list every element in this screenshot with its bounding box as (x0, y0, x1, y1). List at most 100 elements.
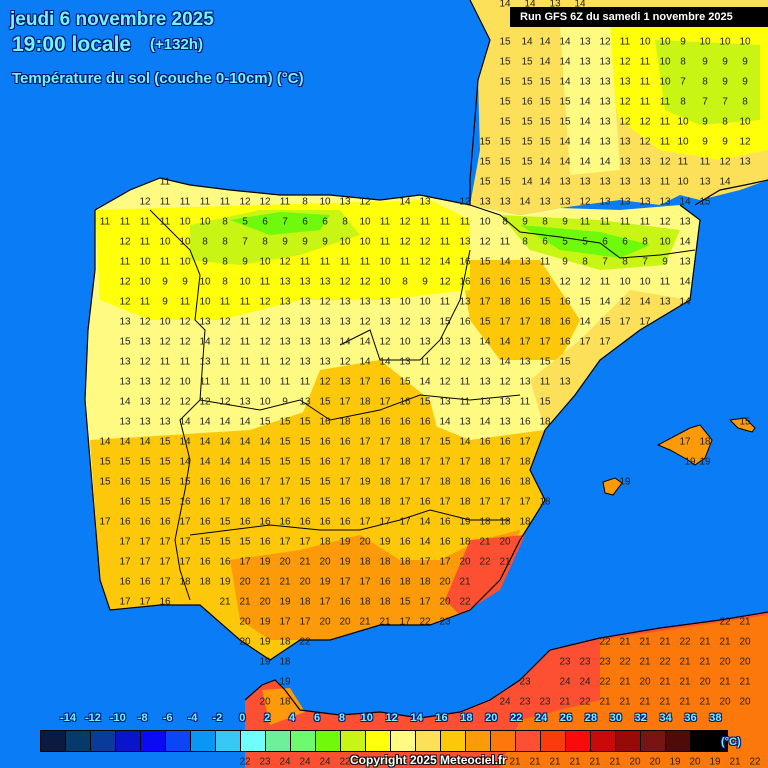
grid-value: 13 (459, 336, 471, 348)
grid-value: 11 (379, 216, 391, 228)
grid-value: 11 (179, 196, 191, 208)
grid-value: 13 (659, 296, 671, 308)
legend-tick-label: 34 (659, 712, 672, 724)
grid-value: 10 (677, 116, 689, 128)
grid-value: 15 (139, 496, 151, 508)
grid-value: 12 (359, 316, 371, 328)
grid-value: 12 (219, 336, 231, 348)
legend-swatch (391, 731, 416, 751)
grid-value: 10 (339, 236, 351, 248)
grid-value: 12 (419, 236, 431, 248)
grid-value: 15 (499, 116, 511, 128)
grid-value: 11 (379, 236, 391, 248)
grid-value: 14 (239, 456, 251, 468)
grid-value: 17 (99, 516, 111, 528)
grid-value: 13 (299, 296, 311, 308)
grid-value: 17 (439, 456, 451, 468)
grid-value: 12 (619, 296, 631, 308)
grid-value: 18 (359, 596, 371, 608)
legend-swatch (641, 731, 666, 751)
grid-value: 16 (299, 516, 311, 528)
grid-value: 18 (459, 476, 471, 488)
grid-value: 15 (559, 116, 571, 128)
grid-value: 10 (379, 256, 391, 268)
grid-value: 15 (299, 476, 311, 488)
grid-value: 11 (139, 216, 151, 228)
grid-value: 10 (699, 36, 711, 48)
grid-value: 17 (139, 536, 151, 548)
grid-value: 14 (679, 276, 691, 288)
grid-value: 17 (619, 316, 631, 328)
grid-value: 18 (279, 636, 291, 648)
grid-value: 17 (379, 516, 391, 528)
grid-value: 20 (319, 616, 331, 628)
border-regions (339, 249, 471, 361)
grid-value: 7 (602, 256, 608, 268)
grid-value: 17 (379, 396, 391, 408)
grid-value: 16 (319, 416, 331, 428)
grid-value: 15 (559, 96, 571, 108)
grid-value: 22 (419, 616, 431, 628)
grid-value: 13 (119, 316, 131, 328)
grid-value: 16 (119, 476, 131, 488)
grid-value: 9 (322, 236, 328, 248)
grid-value: 22 (679, 636, 691, 648)
grid-value: 12 (319, 376, 331, 388)
grid-value: 22 (599, 636, 611, 648)
grid-value: 14 (559, 76, 571, 88)
legend-tick-label: -12 (84, 712, 101, 724)
grid-value: 12 (379, 336, 391, 348)
grid-value: 9 (202, 256, 208, 268)
legend-swatch (491, 731, 516, 751)
grid-value: 17 (519, 316, 531, 328)
grid-value: 18 (459, 496, 471, 508)
grid-value: 20 (499, 536, 511, 548)
grid-value: 17 (319, 596, 331, 608)
grid-value: 17 (279, 496, 291, 508)
grid-value: 9 (702, 56, 708, 68)
legend-tick-label: 26 (559, 712, 573, 724)
grid-value: 10 (239, 276, 251, 288)
grid-value: 16 (119, 516, 131, 528)
grid-value: 21 (459, 576, 471, 588)
grid-value: 12 (639, 116, 651, 128)
grid-value: 10 (619, 276, 631, 288)
grid-value: 13 (159, 416, 171, 428)
grid-value: 9 (302, 236, 308, 248)
grid-value: 18 (299, 596, 311, 608)
grid-value: 12 (239, 196, 251, 208)
grid-value: 14 (499, 0, 511, 10)
zone-iberia-hot (230, 530, 520, 640)
grid-value: 11 (659, 116, 671, 128)
grid-value: 13 (559, 176, 571, 188)
grid-value: 15 (479, 256, 491, 268)
grid-value: 8 (542, 216, 548, 228)
grid-value: 12 (399, 316, 411, 328)
grid-value: 12 (639, 136, 651, 148)
grid-value: 11 (119, 256, 131, 268)
grid-value: 17 (459, 456, 471, 468)
grid-value: 15 (499, 96, 511, 108)
grid-value: 11 (319, 256, 331, 268)
grid-value: 17 (299, 616, 311, 628)
legend-swatch (616, 731, 641, 751)
grid-value: 15 (319, 396, 331, 408)
coastline-africa (244, 611, 768, 719)
grid-value: 13 (319, 356, 331, 368)
grid-value: 13 (619, 136, 631, 148)
color-legend-bar (40, 730, 728, 752)
zone-iberia-central-warm (300, 360, 440, 460)
grid-value: 13 (299, 316, 311, 328)
grid-value: 16 (319, 456, 331, 468)
grid-value: 24 (579, 676, 591, 688)
legend-tick-label: -8 (137, 712, 148, 724)
grid-value: 15 (539, 396, 551, 408)
grid-value: 12 (339, 356, 351, 368)
grid-value: 13 (339, 316, 351, 328)
grid-value: 8 (222, 256, 228, 268)
grid-value: 14 (559, 136, 571, 148)
grid-value: 16 (559, 316, 571, 328)
grid-value: 13 (339, 296, 351, 308)
legend-swatch (541, 731, 566, 751)
